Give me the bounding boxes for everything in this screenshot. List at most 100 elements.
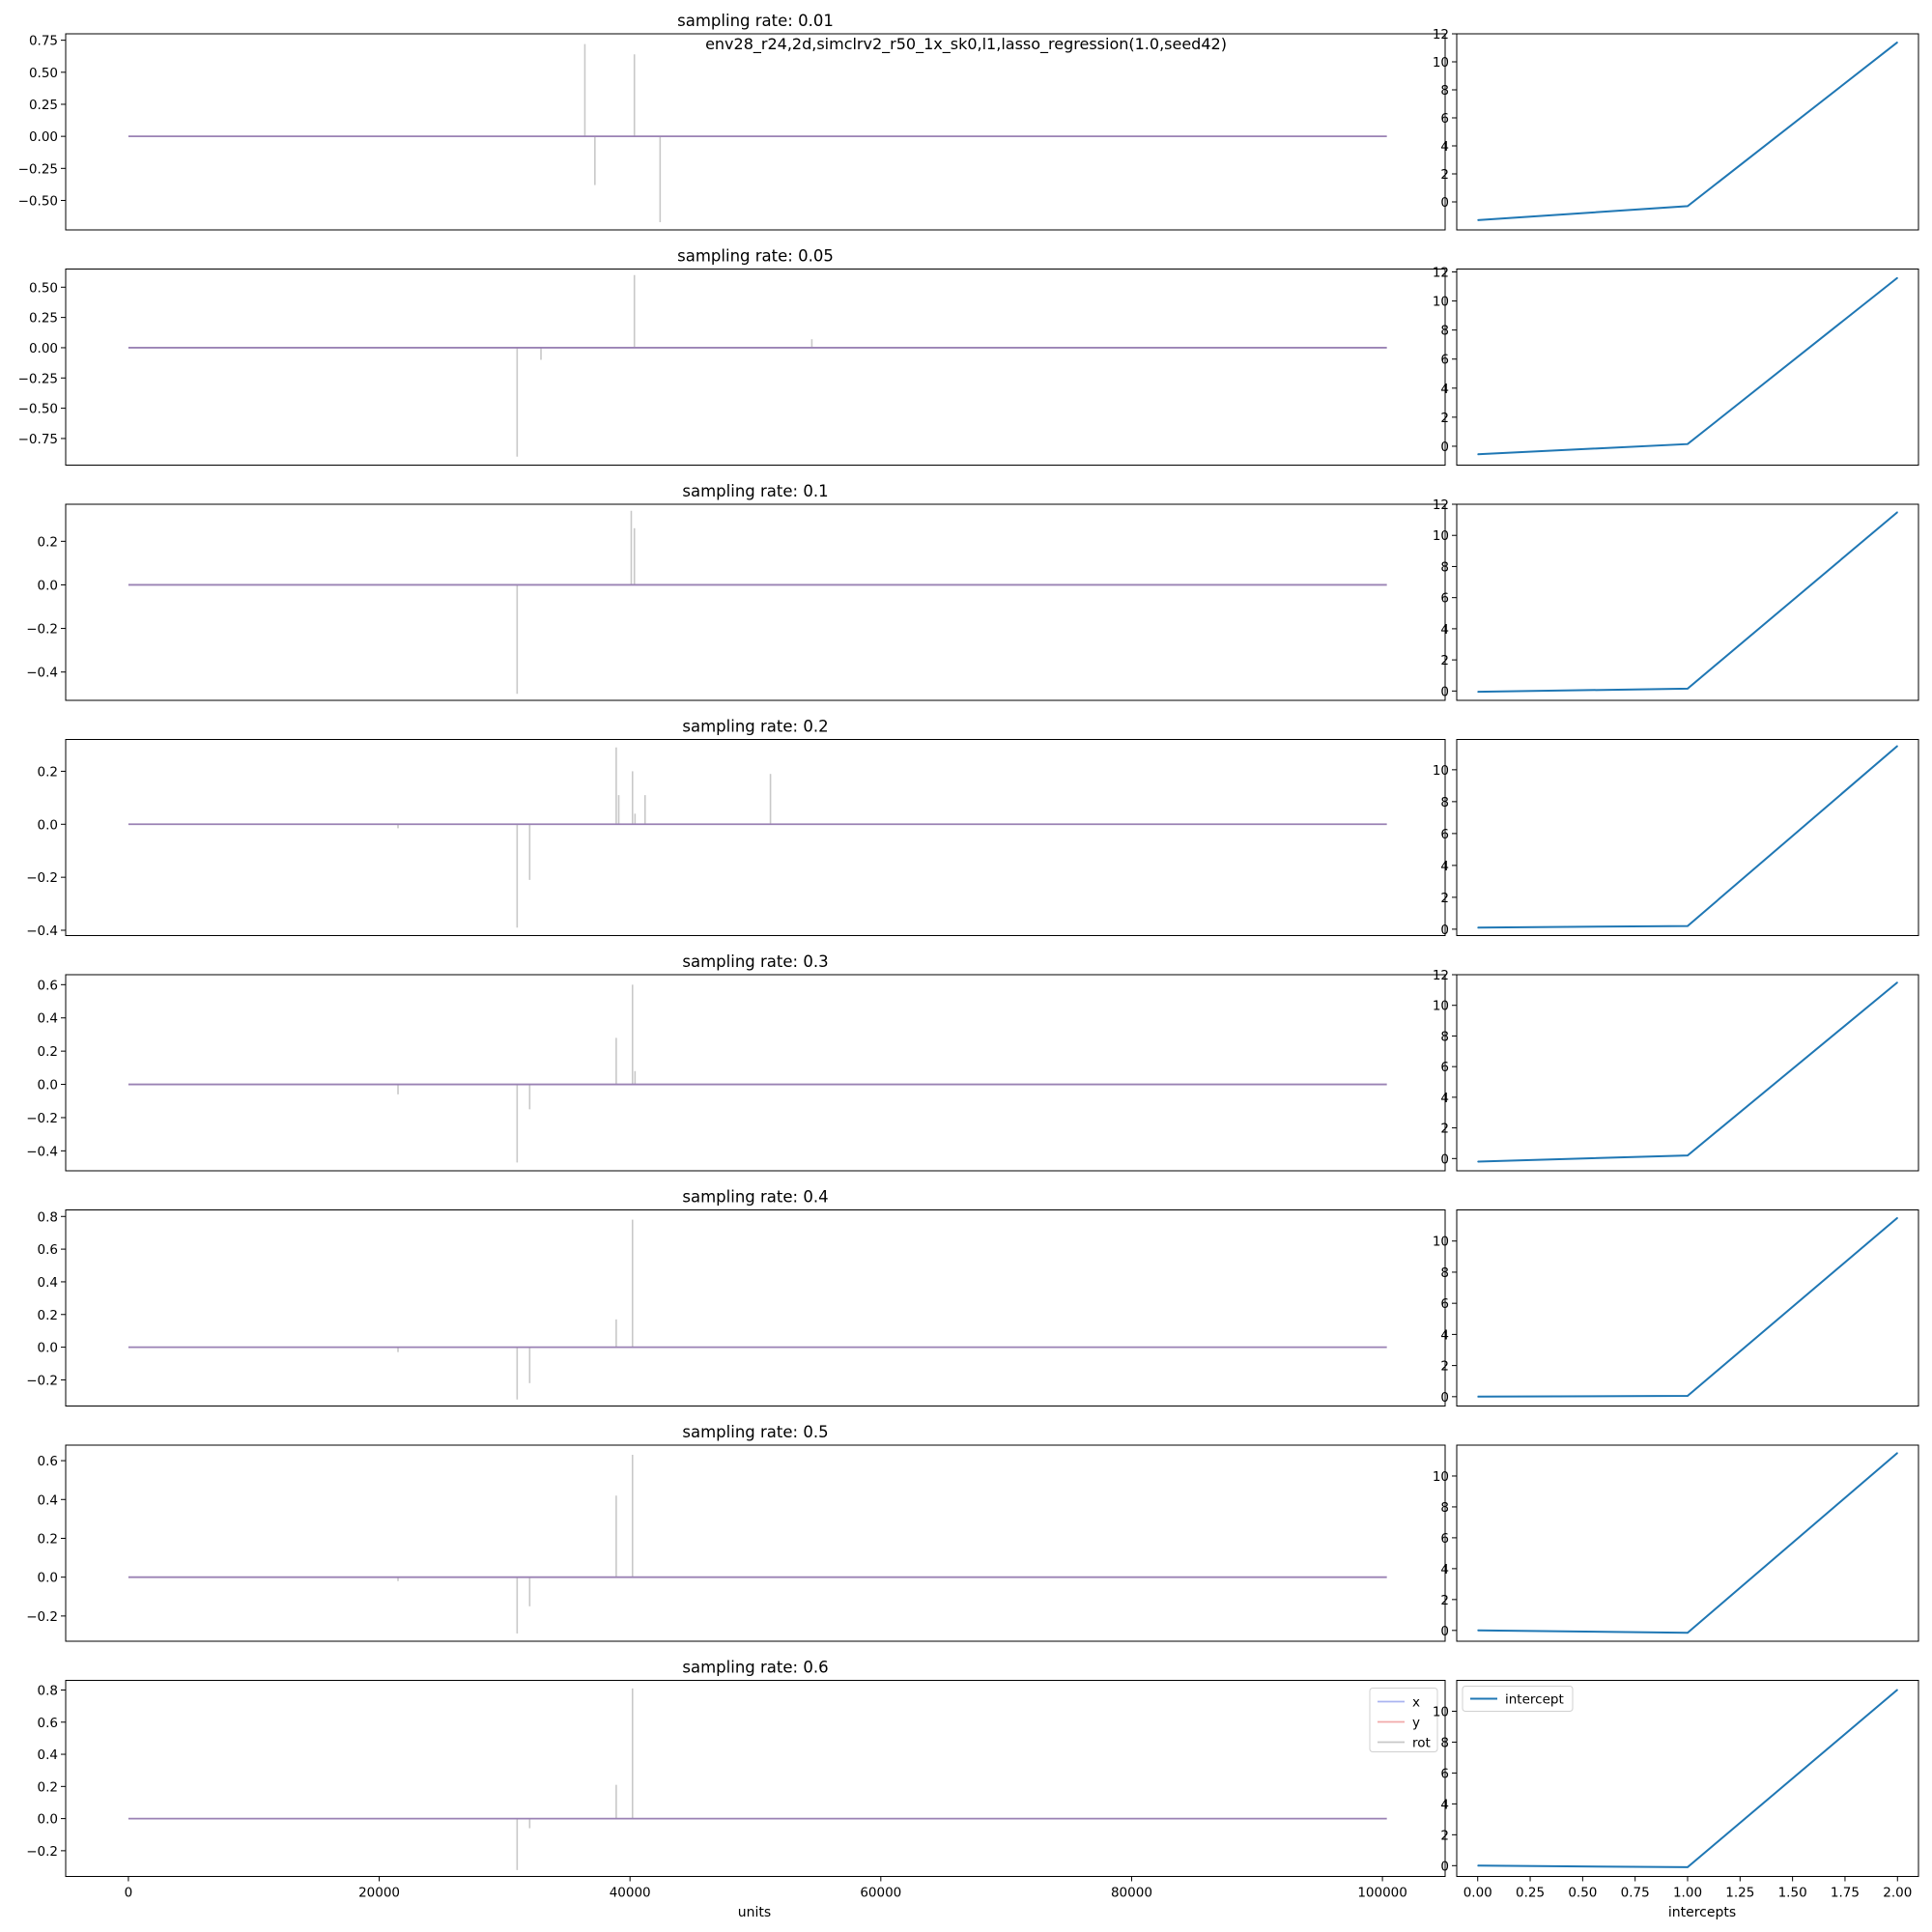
intercept-point bbox=[1687, 1395, 1689, 1397]
y-tick-label: 0.2 bbox=[38, 534, 58, 550]
subplot-title: sampling rate: 0.01 bbox=[677, 12, 834, 30]
subplot-grid: sampling rate: 0.010.750.500.250.00−0.25… bbox=[18, 12, 1919, 1901]
y-tick-label: −0.2 bbox=[26, 870, 58, 886]
y-tick-label: 2 bbox=[1440, 167, 1449, 183]
intercept-point bbox=[1896, 745, 1898, 747]
y-tick-label: 0.6 bbox=[38, 1716, 58, 1731]
intercept-line bbox=[1477, 41, 1898, 221]
y-tick-label: 0.8 bbox=[38, 1209, 58, 1225]
legend-frame bbox=[1369, 1688, 1438, 1752]
y-tick-label: −0.2 bbox=[26, 1609, 58, 1625]
x-tick-label: 1.75 bbox=[1831, 1886, 1860, 1901]
intercept-point bbox=[1687, 205, 1689, 207]
y-tick-label: −0.25 bbox=[18, 371, 58, 386]
intercept-line bbox=[1477, 1452, 1898, 1634]
y-tick-label: 10 bbox=[1433, 763, 1449, 779]
plot-frame bbox=[65, 974, 1446, 1172]
y-tick-label: 0.25 bbox=[29, 311, 58, 327]
y-tick-label: 0.0 bbox=[38, 578, 58, 593]
y-tick-label: 10 bbox=[1433, 1469, 1449, 1485]
y-tick-label: 12 bbox=[1433, 968, 1449, 983]
y-tick-label: 0.0 bbox=[38, 817, 58, 833]
x-tick-label: 1.00 bbox=[1673, 1886, 1702, 1901]
y-tick-label: 0.6 bbox=[38, 1242, 58, 1258]
y-tick-label: 6 bbox=[1440, 1296, 1449, 1312]
plot-frame bbox=[1456, 1444, 1919, 1642]
x-tick-label: 0.75 bbox=[1621, 1886, 1650, 1901]
y-tick-label: 6 bbox=[1440, 353, 1449, 368]
y-tick-label: −0.4 bbox=[26, 1144, 58, 1159]
y-tick-label: 8 bbox=[1440, 795, 1449, 810]
y-tick-label: −0.4 bbox=[26, 666, 58, 681]
y-tick-label: 0.2 bbox=[38, 764, 58, 780]
intercept-point bbox=[1477, 1630, 1479, 1632]
y-tick-label: 0.2 bbox=[38, 1044, 58, 1060]
y-tick-label: 0.50 bbox=[29, 280, 58, 296]
y-tick-label: −0.25 bbox=[18, 161, 58, 177]
subplot-row-7: sampling rate: 0.5 0.6 0.4 0.2 0.0 −0.2 10 8 6 4 2… bbox=[26, 1423, 1919, 1642]
x-tick-label: 1.25 bbox=[1725, 1886, 1754, 1901]
y-tick-label: 0.25 bbox=[29, 98, 58, 113]
y-tick-label: 0 bbox=[1440, 440, 1449, 455]
y-tick-label: 0.0 bbox=[38, 1341, 58, 1356]
x-tick-label: 20000 bbox=[358, 1886, 400, 1901]
x-tick-label: 100000 bbox=[1357, 1886, 1407, 1901]
subplot-row-6: sampling rate: 0.4 0.8 0.6 0.4 0.2 0.0 −0.2 10 8… bbox=[26, 1188, 1919, 1406]
intercept-point bbox=[1687, 1866, 1689, 1868]
y-tick-label: 0 bbox=[1440, 1390, 1449, 1406]
y-tick-label: 10 bbox=[1433, 55, 1449, 71]
x-tick-label: 40000 bbox=[610, 1886, 651, 1901]
intercept-legend: intercept bbox=[1462, 1686, 1574, 1712]
intercept-point bbox=[1477, 1160, 1479, 1162]
y-tick-label: 0 bbox=[1440, 1151, 1449, 1167]
y-tick-label: 0.00 bbox=[29, 341, 58, 356]
intercept-point bbox=[1477, 1396, 1479, 1398]
y-tick-label: 8 bbox=[1440, 559, 1449, 575]
y-tick-label: 2 bbox=[1440, 1828, 1449, 1843]
y-tick-label: 10 bbox=[1433, 999, 1449, 1014]
intercept-point bbox=[1896, 42, 1898, 43]
y-tick-label: −0.75 bbox=[18, 432, 58, 447]
x-tick-label: 0.25 bbox=[1516, 1886, 1545, 1901]
x-tick-label: 1.50 bbox=[1778, 1886, 1807, 1901]
subplot-row-4: sampling rate: 0.2 0.2 0.0 −0.2 −0.4 10 8 6 4 2 0 bbox=[26, 718, 1919, 939]
y-tick-label: 8 bbox=[1440, 1029, 1449, 1044]
y-tick-label: 4 bbox=[1440, 1797, 1449, 1812]
intercept-point bbox=[1477, 1864, 1479, 1866]
y-tick-label: 8 bbox=[1440, 83, 1449, 99]
y-tick-label: 12 bbox=[1433, 27, 1449, 43]
intercept-line bbox=[1477, 745, 1898, 929]
y-tick-label: 0.2 bbox=[38, 1308, 58, 1323]
y-tick-label: 8 bbox=[1440, 1265, 1449, 1281]
plot-frame bbox=[65, 1209, 1446, 1406]
y-tick-label: 10 bbox=[1433, 528, 1449, 544]
legend-box: xy rot bbox=[1369, 1688, 1438, 1752]
y-tick-label: 0.0 bbox=[38, 1812, 58, 1828]
y-tick-label: −0.50 bbox=[18, 402, 58, 417]
y-tick-label: 0.4 bbox=[38, 1275, 58, 1291]
intercept-point bbox=[1477, 691, 1479, 693]
intercepts-axis-label: intercepts bbox=[1668, 1905, 1736, 1920]
y-tick-label: 0.4 bbox=[38, 1747, 58, 1763]
y-tick-label: 6 bbox=[1440, 111, 1449, 127]
y-tick-label: 0.2 bbox=[38, 1779, 58, 1795]
intercept-point bbox=[1477, 453, 1479, 455]
y-tick-label: 4 bbox=[1440, 622, 1449, 638]
y-tick-label: 0.0 bbox=[38, 1078, 58, 1094]
y-tick-label: −0.50 bbox=[18, 193, 58, 209]
y-tick-label: 8 bbox=[1440, 1735, 1449, 1750]
y-tick-label: 0.4 bbox=[38, 1492, 58, 1508]
intercept-line bbox=[1477, 1216, 1898, 1398]
y-tick-label: 8 bbox=[1440, 324, 1449, 339]
y-tick-label: 4 bbox=[1440, 1562, 1449, 1577]
y-tick-label: 0.4 bbox=[38, 1011, 58, 1027]
intercept-point bbox=[1687, 1632, 1689, 1634]
x-tick-label: 80000 bbox=[1111, 1886, 1152, 1901]
y-tick-label: 0.0 bbox=[38, 1571, 58, 1586]
y-tick-label: 4 bbox=[1440, 1091, 1449, 1106]
y-tick-label: 4 bbox=[1440, 382, 1449, 397]
y-tick-label: 10 bbox=[1433, 295, 1449, 310]
legend-label-intercept: intercept bbox=[1505, 1692, 1564, 1708]
plot-frame bbox=[65, 33, 1446, 231]
